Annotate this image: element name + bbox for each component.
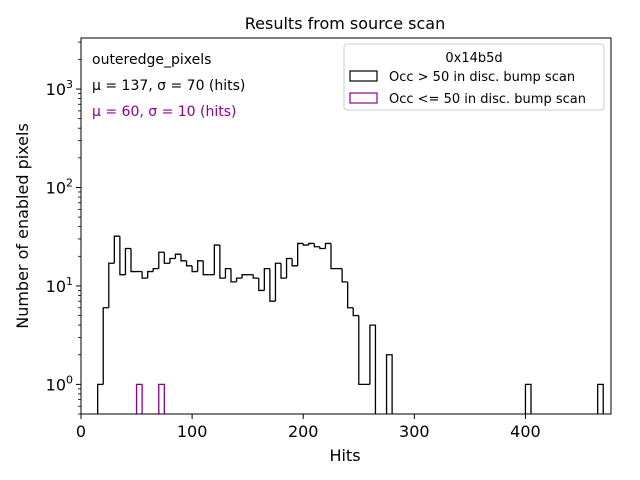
- histogram-bin-high-occupancy: [219, 245, 226, 279]
- histogram-bin-high-occupancy: [108, 262, 115, 308]
- histogram-bin-high-occupancy: [163, 252, 170, 264]
- legend-swatch-high-occupancy: [349, 70, 378, 82]
- histogram-bin-high-occupancy: [230, 268, 237, 283]
- histogram-bin-high-occupancy: [385, 354, 393, 414]
- histogram-bin-high-occupancy: [213, 244, 220, 275]
- histogram-bin-high-occupancy: [308, 242, 315, 246]
- histogram-bin-high-occupancy: [113, 235, 120, 264]
- histogram-bin-high-occupancy: [130, 248, 137, 273]
- histogram-bin-high-occupancy: [174, 253, 181, 259]
- legend-label-low-occupancy: Occ <= 50 in disc. bump scan: [389, 92, 586, 107]
- histogram-bin-high-occupancy: [291, 258, 298, 267]
- histogram-bin-high-occupancy: [124, 247, 131, 275]
- x-tick-label: 300: [399, 422, 430, 441]
- histogram-bin-high-occupancy: [152, 267, 159, 272]
- legend-label-high-occupancy: Occ > 50 in disc. bump scan: [389, 70, 575, 85]
- histogram-bin-high-occupancy: [119, 236, 126, 276]
- histogram-bin-high-occupancy: [280, 263, 287, 279]
- histogram-bin-high-occupancy: [352, 307, 359, 317]
- x-axis-label: Hits: [329, 446, 360, 465]
- y-tick-label: 103: [46, 78, 73, 99]
- histogram-bin-high-occupancy: [102, 307, 109, 385]
- chart-title: Results from source scan: [245, 14, 445, 33]
- histogram-bin-high-occupancy: [202, 260, 209, 276]
- histogram-bin-high-occupancy: [180, 254, 187, 262]
- x-tick-label: 0: [76, 422, 86, 441]
- x-tick-label: 200: [288, 422, 319, 441]
- legend-swatch-low-occupancy: [349, 92, 378, 104]
- histogram-bin-high-occupancy: [347, 281, 354, 309]
- histogram-bin-high-occupancy: [185, 260, 193, 267]
- y-tick-label: 101: [46, 275, 73, 296]
- histogram-bin-high-occupancy: [252, 274, 259, 279]
- histogram-bin-high-occupancy: [297, 242, 304, 266]
- x-tick-label: 400: [510, 422, 541, 441]
- stat-note-secondary: μ = 60, σ = 10 (hits): [92, 104, 237, 120]
- y-axis: 100 101 102 103: [46, 41, 81, 415]
- histogram-bin-high-occupancy: [147, 270, 154, 279]
- histogram-bin-high-occupancy: [285, 257, 293, 279]
- y-tick-label: 100: [46, 373, 73, 394]
- x-axis: 0 100 200 300 400: [76, 414, 541, 441]
- plot-frame: [80, 37, 612, 415]
- histogram-bin-high-occupancy: [241, 274, 248, 279]
- histogram-bin-high-occupancy: [324, 242, 331, 249]
- histogram-bin-high-occupancy: [524, 383, 532, 414]
- histogram-bin-high-occupancy: [224, 267, 231, 279]
- histogram-bin-high-occupancy: [191, 265, 198, 273]
- legend-frame: [343, 43, 605, 111]
- histogram-bin-low-occupancy: [158, 383, 165, 414]
- plot-area: [97, 235, 604, 414]
- histogram-bin-high-occupancy: [369, 324, 377, 414]
- y-axis-label: Number of enabled pixels: [13, 123, 32, 329]
- x-tick-label: 100: [177, 422, 208, 441]
- histogram-bin-high-occupancy: [263, 267, 270, 291]
- stat-note-primary: μ = 137, σ = 70 (hits): [92, 78, 245, 94]
- histogram-bin-high-occupancy: [330, 243, 337, 270]
- legend: 0x14b5d Occ > 50 in disc. bump scan Occ …: [343, 43, 605, 111]
- histogram-bin-high-occupancy: [141, 271, 148, 279]
- histogram-bin-high-occupancy: [302, 243, 309, 246]
- y-tick-label: 102: [46, 176, 73, 197]
- histogram-bin-high-occupancy: [341, 268, 348, 283]
- histogram-bin-high-occupancy: [258, 278, 265, 292]
- histogram-bin-high-occupancy: [358, 315, 365, 386]
- histogram-bin-high-occupancy: [197, 260, 204, 272]
- histogram-bin-high-occupancy: [158, 251, 165, 269]
- histogram-bin-high-occupancy: [169, 257, 176, 264]
- histogram-bin-high-occupancy: [597, 383, 604, 414]
- histogram-bin-low-occupancy: [135, 383, 143, 414]
- histogram-bin-high-occupancy: [269, 268, 276, 302]
- legend-title: 0x14b5d: [445, 51, 502, 66]
- series-name-note: outeredge_pixels: [92, 52, 211, 68]
- histogram-bin-high-occupancy: [274, 262, 281, 302]
- histogram-bin-high-occupancy: [313, 243, 320, 248]
- histogram-bin-high-occupancy: [235, 277, 243, 282]
- histogram-bin-high-occupancy: [319, 246, 326, 250]
- histogram-bin-high-occupancy: [97, 383, 104, 414]
